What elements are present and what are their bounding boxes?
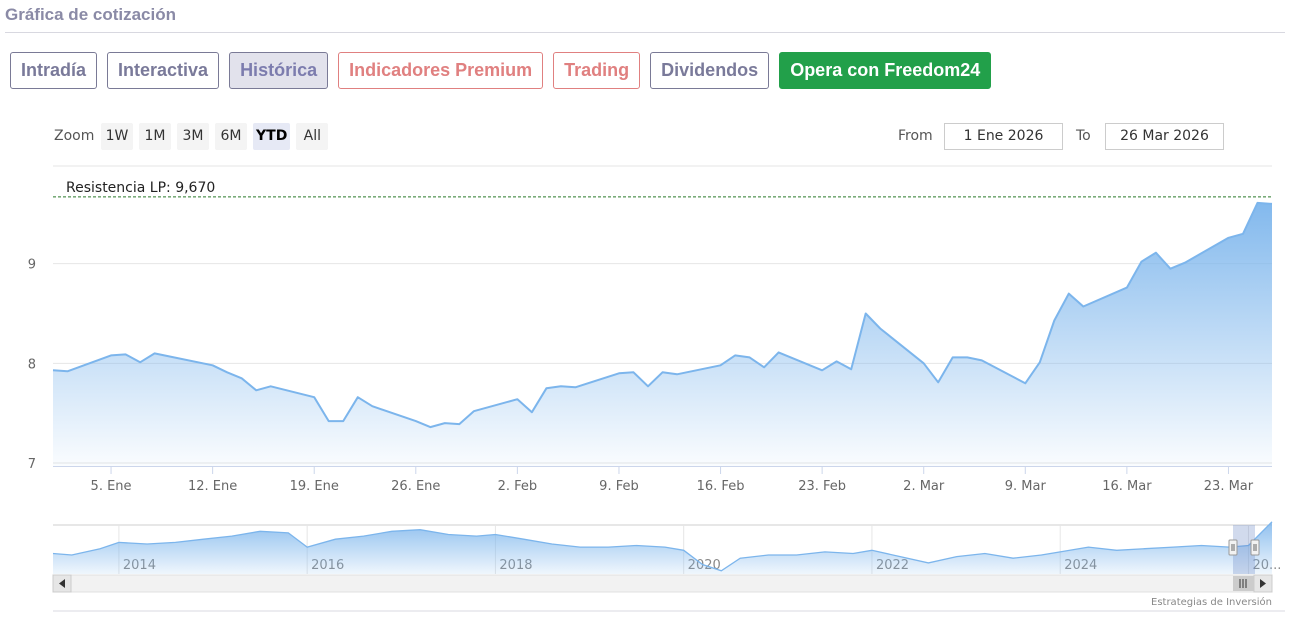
zoom-button-ytd[interactable]: YTD xyxy=(253,123,291,150)
tab-opera-con-freedom24[interactable]: Opera con Freedom24 xyxy=(779,52,992,89)
zoom-buttons: 1W 1M 3M 6M YTD All xyxy=(101,123,329,150)
scroll-right-arrow-icon xyxy=(1260,579,1266,588)
chart-section-title: Gráfica de cotización xyxy=(5,5,176,24)
navigator-area xyxy=(53,521,1272,574)
navigator-year-label: 20... xyxy=(1252,558,1281,573)
tab-interactiva[interactable]: Interactiva xyxy=(107,52,220,89)
from-date-input[interactable]: 1 Ene 2026 xyxy=(944,123,1063,150)
x-tick-label: 16. Feb xyxy=(697,479,745,494)
tab-histórica[interactable]: Histórica xyxy=(229,52,329,89)
chart-tabs: Intradía Interactiva Histórica Indicadores … xyxy=(10,52,992,89)
title-divider xyxy=(5,32,1285,33)
y-tick-label: 8 xyxy=(28,357,36,372)
price-line xyxy=(52,201,1273,429)
navigator-line xyxy=(52,521,1273,572)
x-tick-label: 2. Mar xyxy=(903,479,945,494)
x-tick-label: 23. Mar xyxy=(1204,479,1254,494)
y-tick-label: 9 xyxy=(28,258,36,273)
to-label: To xyxy=(1076,128,1091,144)
scroll-right-button xyxy=(1253,574,1273,593)
zoom-button-3m[interactable]: 3M xyxy=(177,123,209,150)
tab-intradía[interactable]: Intradía xyxy=(10,52,98,89)
navigator-year-label: 2014 xyxy=(123,558,156,573)
y-tick-label: 7 xyxy=(28,457,36,472)
chart-credit: Estrategias de Inversión xyxy=(1151,596,1272,608)
x-tick-label: 26. Ene xyxy=(391,479,440,494)
x-tick-label: 23. Feb xyxy=(798,479,846,494)
tab-indicadores-premium[interactable]: Indicadores Premium xyxy=(338,52,544,89)
zoom-button-1m[interactable]: 1M xyxy=(139,123,171,150)
to-date-input[interactable]: 26 Mar 2026 xyxy=(1105,123,1224,150)
x-tick-label: 9. Mar xyxy=(1005,479,1047,494)
tab-dividendos[interactable]: Dividendos xyxy=(650,52,770,89)
navigator-scrollbar-track xyxy=(52,574,1273,593)
x-tick-label: 5. Ene xyxy=(91,479,132,494)
x-tick-label: 19. Ene xyxy=(290,479,339,494)
navigator-year-label: 2016 xyxy=(311,558,344,573)
navigator-year-label: 2018 xyxy=(499,558,532,573)
navigator-selected-range xyxy=(1233,525,1255,574)
x-tick-label: 16. Mar xyxy=(1102,479,1152,494)
navigator-handle-left xyxy=(1228,539,1238,556)
x-tick-label: 2. Feb xyxy=(498,479,538,494)
navigator-year-label: 2024 xyxy=(1064,558,1097,573)
scroll-left-button xyxy=(52,574,72,593)
navigator-year-label: 2022 xyxy=(876,558,909,573)
zoom-button-1w[interactable]: 1W xyxy=(101,123,133,150)
price-area xyxy=(53,202,1272,466)
navigator-handle-right xyxy=(1250,539,1260,556)
zoom-label: Zoom xyxy=(54,128,95,144)
resistance-label: Resistencia LP: 9,670 xyxy=(66,180,215,196)
tab-trading[interactable]: Trading xyxy=(553,52,641,89)
zoom-button-6m[interactable]: 6M xyxy=(215,123,247,150)
scrollbar-thumb xyxy=(1233,576,1254,591)
navigator-year-label: 2020 xyxy=(688,558,721,573)
x-tick-label: 9. Feb xyxy=(599,479,639,494)
from-label: From xyxy=(898,128,933,144)
scroll-left-arrow-icon xyxy=(59,579,65,588)
x-tick-label: 12. Ene xyxy=(188,479,237,494)
zoom-button-all[interactable]: All xyxy=(296,123,329,150)
